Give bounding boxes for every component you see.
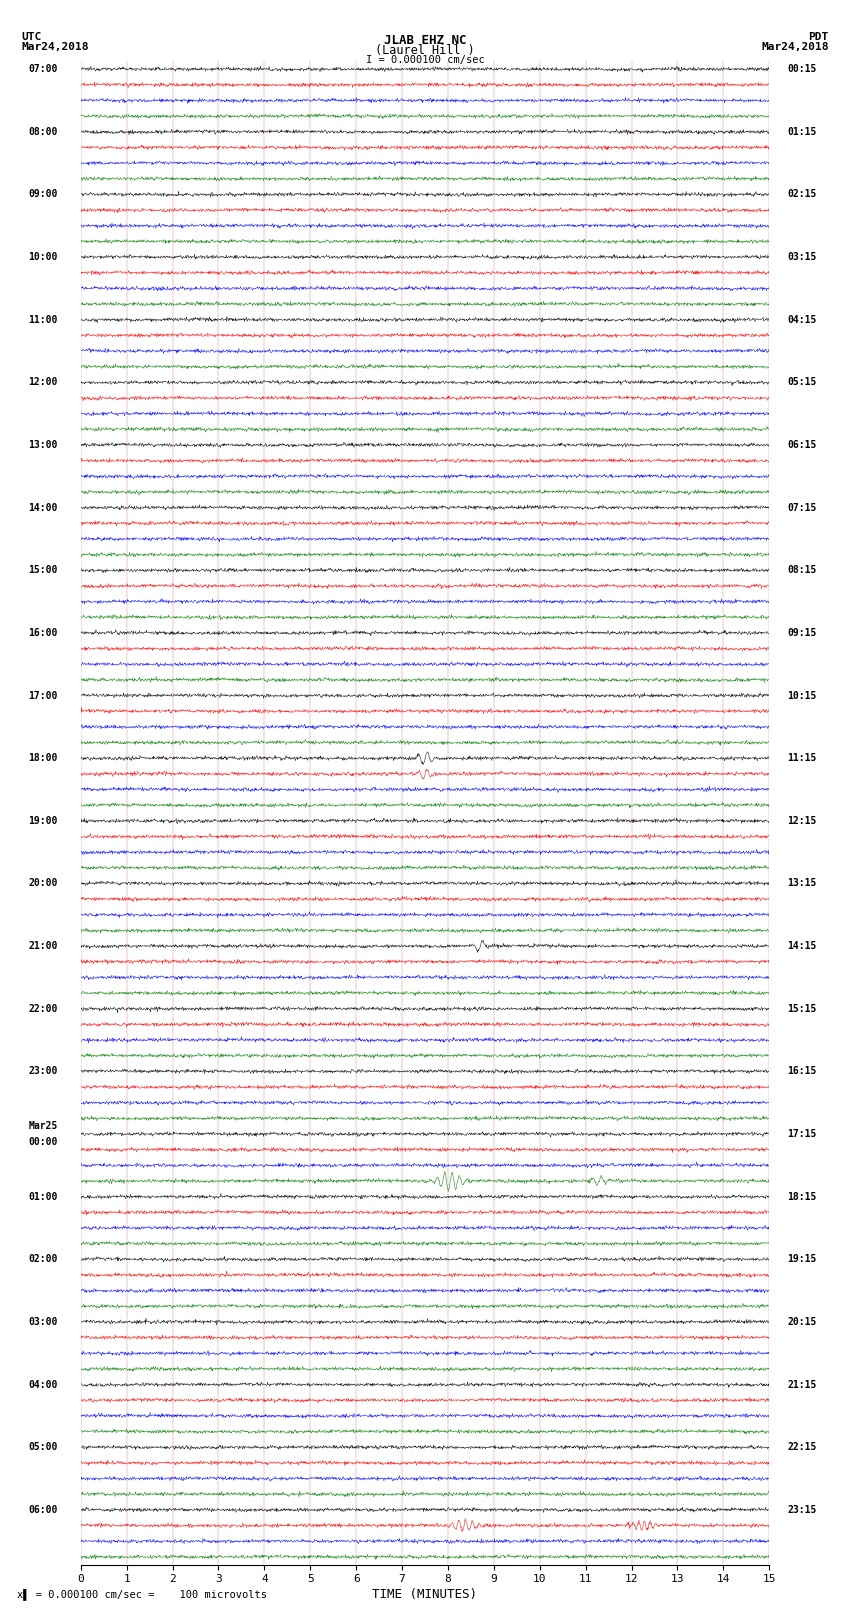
Text: 09:00: 09:00 bbox=[28, 189, 58, 200]
Text: 21:00: 21:00 bbox=[28, 940, 58, 952]
Text: 11:00: 11:00 bbox=[28, 315, 58, 324]
Text: 08:15: 08:15 bbox=[788, 565, 817, 576]
Text: 02:00: 02:00 bbox=[28, 1255, 58, 1265]
Text: 00:00: 00:00 bbox=[28, 1137, 58, 1147]
Text: 05:15: 05:15 bbox=[788, 377, 817, 387]
Text: 21:15: 21:15 bbox=[788, 1379, 817, 1389]
Text: PDT: PDT bbox=[808, 32, 829, 42]
Text: 00:15: 00:15 bbox=[788, 65, 817, 74]
X-axis label: TIME (MINUTES): TIME (MINUTES) bbox=[372, 1589, 478, 1602]
Text: I = 0.000100 cm/sec: I = 0.000100 cm/sec bbox=[366, 55, 484, 65]
Text: 17:15: 17:15 bbox=[788, 1129, 817, 1139]
Text: 05:00: 05:00 bbox=[28, 1442, 58, 1452]
Text: 22:15: 22:15 bbox=[788, 1442, 817, 1452]
Text: 17:00: 17:00 bbox=[28, 690, 58, 700]
Text: Mar24,2018: Mar24,2018 bbox=[21, 42, 88, 52]
Text: 08:00: 08:00 bbox=[28, 127, 58, 137]
Text: 16:00: 16:00 bbox=[28, 627, 58, 637]
Text: 15:15: 15:15 bbox=[788, 1003, 817, 1013]
Text: 19:00: 19:00 bbox=[28, 816, 58, 826]
Text: (Laurel Hill ): (Laurel Hill ) bbox=[375, 44, 475, 56]
Text: 07:00: 07:00 bbox=[28, 65, 58, 74]
Text: 09:15: 09:15 bbox=[788, 627, 817, 637]
Text: x▌ = 0.000100 cm/sec =    100 microvolts: x▌ = 0.000100 cm/sec = 100 microvolts bbox=[17, 1589, 267, 1600]
Text: 20:15: 20:15 bbox=[788, 1316, 817, 1327]
Text: 01:00: 01:00 bbox=[28, 1192, 58, 1202]
Text: 16:15: 16:15 bbox=[788, 1066, 817, 1076]
Text: 18:15: 18:15 bbox=[788, 1192, 817, 1202]
Text: 06:00: 06:00 bbox=[28, 1505, 58, 1515]
Text: 02:15: 02:15 bbox=[788, 189, 817, 200]
Text: 20:00: 20:00 bbox=[28, 879, 58, 889]
Text: 13:00: 13:00 bbox=[28, 440, 58, 450]
Text: 19:15: 19:15 bbox=[788, 1255, 817, 1265]
Text: 18:00: 18:00 bbox=[28, 753, 58, 763]
Text: 23:00: 23:00 bbox=[28, 1066, 58, 1076]
Text: 07:15: 07:15 bbox=[788, 503, 817, 513]
Text: 03:00: 03:00 bbox=[28, 1316, 58, 1327]
Text: 04:00: 04:00 bbox=[28, 1379, 58, 1389]
Text: 12:15: 12:15 bbox=[788, 816, 817, 826]
Text: 04:15: 04:15 bbox=[788, 315, 817, 324]
Text: 13:15: 13:15 bbox=[788, 879, 817, 889]
Text: Mar24,2018: Mar24,2018 bbox=[762, 42, 829, 52]
Text: 14:00: 14:00 bbox=[28, 503, 58, 513]
Text: 10:15: 10:15 bbox=[788, 690, 817, 700]
Text: JLAB EHZ NC: JLAB EHZ NC bbox=[383, 34, 467, 47]
Text: Mar25: Mar25 bbox=[28, 1121, 58, 1131]
Text: 10:00: 10:00 bbox=[28, 252, 58, 261]
Text: 22:00: 22:00 bbox=[28, 1003, 58, 1013]
Text: 14:15: 14:15 bbox=[788, 940, 817, 952]
Text: 15:00: 15:00 bbox=[28, 565, 58, 576]
Text: 12:00: 12:00 bbox=[28, 377, 58, 387]
Text: 11:15: 11:15 bbox=[788, 753, 817, 763]
Text: 23:15: 23:15 bbox=[788, 1505, 817, 1515]
Text: 01:15: 01:15 bbox=[788, 127, 817, 137]
Text: UTC: UTC bbox=[21, 32, 42, 42]
Text: 06:15: 06:15 bbox=[788, 440, 817, 450]
Text: 03:15: 03:15 bbox=[788, 252, 817, 261]
